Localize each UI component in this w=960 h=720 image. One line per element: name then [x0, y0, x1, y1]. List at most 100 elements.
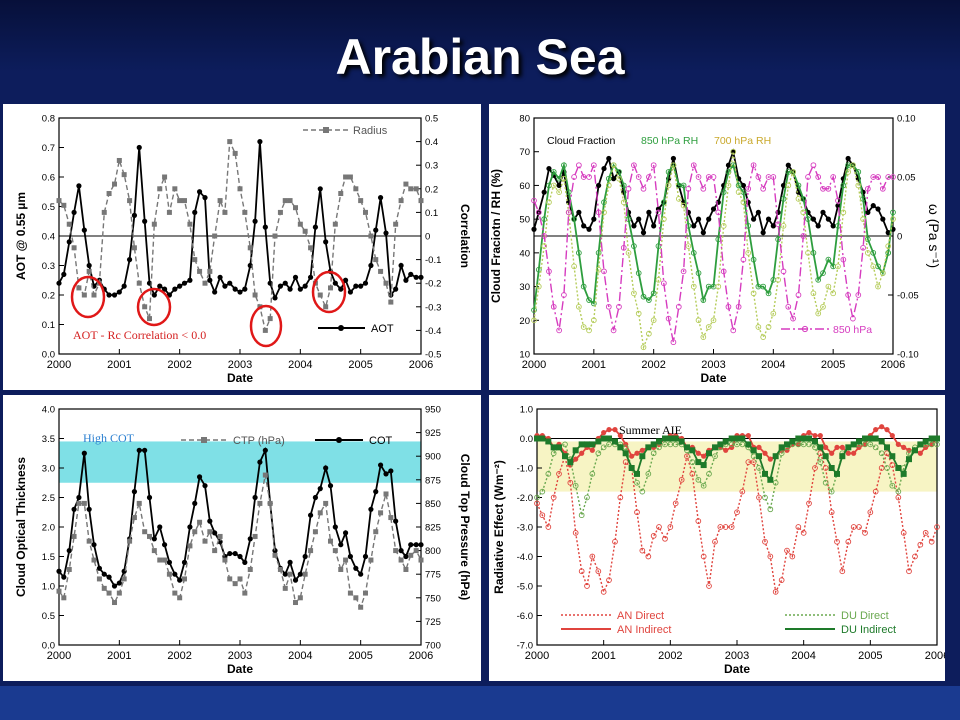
cot-point [317, 486, 323, 492]
an-indirect-point [851, 450, 857, 456]
aot-point [358, 283, 364, 289]
du-indirect-point [712, 444, 718, 451]
x-tick-label: 2006 [925, 650, 945, 662]
du-indirect-point [884, 444, 890, 451]
ctp-hpa-point [142, 529, 148, 535]
du-indirect-point [722, 438, 729, 445]
an-indirect-point [589, 447, 595, 453]
du-indirect-point [795, 435, 802, 442]
ctp-hpa-point [177, 595, 183, 601]
700-hpa-rh-point [785, 182, 792, 189]
ctp-hpa-point [282, 585, 288, 591]
du-indirect-point [606, 435, 612, 442]
an-indirect-point [873, 427, 879, 433]
an-direct-point [728, 524, 735, 530]
legend-850-rh-label: 850 hPa RH [641, 135, 698, 147]
radius-point [101, 209, 107, 215]
an-direct-point [789, 553, 796, 560]
ctp-hpa-point [338, 566, 344, 572]
y-left-tick-label: 0.0 [520, 434, 533, 445]
du-indirect-point [717, 441, 724, 448]
850-hpa-point [730, 327, 737, 334]
cot-point [242, 559, 248, 565]
radius-point [332, 221, 338, 227]
850-hpa-rh-point [700, 297, 707, 303]
du-direct-point [767, 506, 774, 513]
aot-point [81, 227, 87, 233]
700-hpa-rh-point [830, 290, 837, 297]
ctp-hpa-point [343, 557, 349, 563]
cot-point [287, 559, 293, 565]
aot-point [177, 283, 183, 289]
700-hpa-rh-point [646, 330, 652, 337]
850-hpa-rh-point [795, 182, 802, 189]
ctp-hpa-point [172, 590, 178, 596]
850-hpa-rh-point [720, 189, 727, 196]
850-hpa-point [640, 185, 647, 192]
ctp-hpa-point [222, 557, 228, 563]
radius-point [262, 327, 268, 333]
an-direct-point [700, 553, 707, 560]
cot-point [237, 553, 243, 560]
radius-point [66, 221, 72, 227]
aot-point [362, 280, 369, 286]
850-hpa-rh-point [840, 182, 847, 189]
high-cot-band [59, 441, 421, 483]
an-indirect-point [612, 427, 618, 433]
an-direct-point [572, 530, 579, 536]
aot-point [121, 283, 127, 289]
an-direct-point [795, 524, 802, 530]
y-left-tick-label: 80 [519, 114, 530, 125]
radius-point [181, 198, 187, 204]
cloud-fraction-point [646, 209, 652, 215]
x-tick-label: 2006 [881, 359, 905, 371]
an-direct-point [734, 509, 740, 516]
radius-point [86, 268, 92, 274]
850-hpa-point [680, 268, 687, 275]
aot-point [106, 292, 112, 298]
850-hpa-rh-point [745, 223, 752, 229]
an-indirect-point [862, 441, 868, 447]
legend-ctp-label: CTP (hPa) [233, 435, 285, 447]
radius-point [252, 292, 258, 298]
850-hpa-point [710, 174, 717, 180]
850-hpa-point [840, 256, 847, 263]
ctp-hpa-point [408, 552, 414, 558]
ctp-hpa-point [187, 543, 193, 549]
ctp-hpa-point [358, 604, 364, 610]
ctp-hpa-point [383, 491, 389, 497]
du-direct-point [867, 441, 874, 448]
850-hpa-point [780, 268, 787, 275]
du-direct-point [672, 441, 679, 448]
du-indirect-point [772, 453, 779, 460]
an-indirect-point [756, 444, 762, 450]
du-direct-point [817, 459, 824, 465]
an-indirect-point [762, 450, 768, 456]
y-left-tick-label: 0.6 [42, 173, 55, 184]
x-tick-label: 2000 [522, 359, 546, 371]
cloud-fraction-point [760, 230, 766, 236]
du-direct-point [534, 494, 540, 501]
du-direct-point [700, 482, 707, 489]
an-indirect-point [579, 450, 585, 456]
cot-point [142, 447, 148, 453]
y-left-tick-label: 0.8 [42, 114, 55, 125]
ctp-hpa-point [332, 548, 338, 554]
an-indirect-point [723, 447, 729, 453]
radius-point [242, 209, 248, 215]
cot-point [373, 489, 379, 495]
cot-point [227, 550, 233, 557]
aot-point [297, 286, 303, 292]
y-right-tick-label: 825 [425, 523, 441, 534]
y-right-tick-label: -0.10 [897, 350, 919, 361]
an-direct-point [667, 524, 674, 530]
an-direct-point [689, 471, 696, 477]
du-direct-point [889, 482, 896, 489]
850-hpa-point [571, 174, 577, 180]
850-hpa-point [590, 162, 597, 169]
y-left-tick-label: 1.0 [42, 582, 55, 593]
aot-point [217, 274, 223, 280]
du-indirect-point [678, 438, 685, 445]
700-hpa-rh-point [850, 162, 856, 169]
aot-point [262, 224, 268, 230]
